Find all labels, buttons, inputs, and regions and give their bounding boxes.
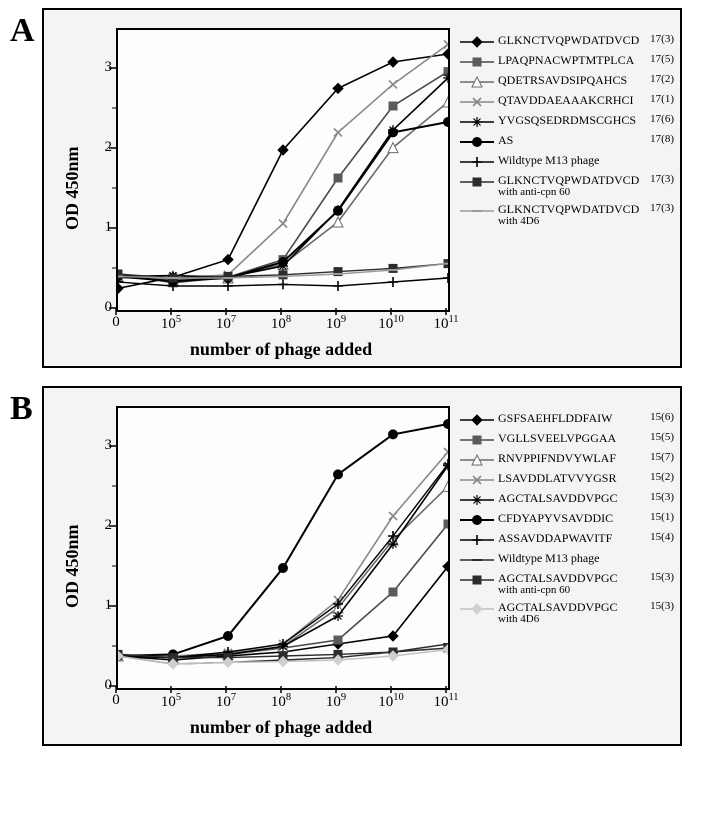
legend-item: GSFSAEHFLDDFAIW 15(6) xyxy=(460,412,674,427)
legend-label: QDETRSAVDSIPQAHCS xyxy=(498,74,627,87)
legend-item: GLKNCTVQPWDATDVCD 17(3) xyxy=(460,34,674,49)
legend-swatch xyxy=(460,115,494,129)
legend-item: QTAVDDAEAAAKCRHCI 17(1) xyxy=(460,94,674,109)
legend-code: 17(3) xyxy=(650,174,674,187)
legend-label: AGCTALSAVDDVPGC xyxy=(498,492,618,505)
legend-label: ASSAVDDAPWAVITF xyxy=(498,532,612,545)
legend-swatch xyxy=(460,573,494,587)
panel-box: OD 450nmnumber of phage added01230105107… xyxy=(42,8,682,368)
legend-subline: with anti-cpn 60 xyxy=(498,585,674,597)
legend-item: AS 17(8) xyxy=(460,134,674,149)
legend-item: YVGSQSEDRDMSCGHCS 17(6) xyxy=(460,114,674,129)
legend-code: 17(1) xyxy=(650,94,674,107)
legend-swatch xyxy=(460,204,494,218)
legend-item: LSAVDDLATVVYGSR 15(2) xyxy=(460,472,674,487)
legend-label: LSAVDDLATVVYGSR xyxy=(498,472,616,485)
legend: GSFSAEHFLDDFAIW 15(6) VGLLSVEELVPGGAA 15(5)… xyxy=(460,412,674,630)
panel-B: BOD 450nmnumber of phage added0123010510… xyxy=(10,386,694,746)
legend-code: 15(3) xyxy=(650,492,674,505)
legend-swatch xyxy=(460,433,494,447)
legend-swatch xyxy=(460,473,494,487)
legend-label: GLKNCTVQPWDATDVCD xyxy=(498,203,639,216)
legend-label: GSFSAEHFLDDFAIW xyxy=(498,412,612,425)
legend-item: AGCTALSAVDDVPGC 15(3) xyxy=(460,492,674,507)
legend-label: VGLLSVEELVPGGAA xyxy=(498,432,616,445)
legend-swatch xyxy=(460,175,494,189)
panel-A: AOD 450nmnumber of phage added0123010510… xyxy=(10,8,694,368)
legend-swatch xyxy=(460,533,494,547)
legend-swatch xyxy=(460,35,494,49)
legend-swatch xyxy=(460,493,494,507)
legend-swatch xyxy=(460,413,494,427)
legend-code: 17(5) xyxy=(650,54,674,67)
legend-code: 15(5) xyxy=(650,432,674,445)
panel-letter: B xyxy=(10,386,42,428)
legend-item: AGCTALSAVDDVPGC 15(3)with 4D6 xyxy=(460,601,674,625)
panel-letter: A xyxy=(10,8,42,50)
legend-swatch xyxy=(460,135,494,149)
legend-item: AGCTALSAVDDVPGC 15(3)with anti-cpn 60 xyxy=(460,572,674,596)
legend-item: RNVPPIFNDVYWLAF 15(7) xyxy=(460,452,674,467)
legend-label: Wildtype M13 phage xyxy=(498,552,600,565)
panel-box: OD 450nmnumber of phage added01230105107… xyxy=(42,386,682,746)
legend-subline: with 4D6 xyxy=(498,614,674,626)
legend-code: 15(1) xyxy=(650,512,674,525)
legend-subline: with anti-cpn 60 xyxy=(498,187,674,199)
legend-item: LPAQPNACWPTMTPLCA 17(5) xyxy=(460,54,674,69)
figure: AOD 450nmnumber of phage added0123010510… xyxy=(0,0,704,774)
legend-code: 15(6) xyxy=(650,412,674,425)
legend-label: GLKNCTVQPWDATDVCD xyxy=(498,174,639,187)
legend-item: VGLLSVEELVPGGAA 15(5) xyxy=(460,432,674,447)
legend-code: 17(3) xyxy=(650,34,674,47)
legend-code: 17(3) xyxy=(650,203,674,216)
legend-item: GLKNCTVQPWDATDVCD 17(3)with anti-cpn 60 xyxy=(460,174,674,198)
legend-swatch xyxy=(460,55,494,69)
legend-code: 17(8) xyxy=(650,134,674,147)
legend-item: GLKNCTVQPWDATDVCD 17(3)with 4D6 xyxy=(460,203,674,227)
legend-swatch xyxy=(460,155,494,169)
legend-item: Wildtype M13 phage xyxy=(460,154,674,169)
legend-code: 17(6) xyxy=(650,114,674,127)
legend-code: 17(2) xyxy=(650,74,674,87)
legend-swatch xyxy=(460,75,494,89)
legend-item: QDETRSAVDSIPQAHCS 17(2) xyxy=(460,74,674,89)
legend-label: AGCTALSAVDDVPGC xyxy=(498,572,618,585)
legend-label: Wildtype M13 phage xyxy=(498,154,600,167)
legend-item: CFDYAPYVSAVDDIC 15(1) xyxy=(460,512,674,527)
legend-label: RNVPPIFNDVYWLAF xyxy=(498,452,616,465)
legend-code: 15(3) xyxy=(650,572,674,585)
legend-code: 15(7) xyxy=(650,452,674,465)
legend-swatch xyxy=(460,453,494,467)
legend-swatch xyxy=(460,553,494,567)
legend-swatch xyxy=(460,602,494,616)
legend-swatch xyxy=(460,513,494,527)
legend-label: YVGSQSEDRDMSCGHCS xyxy=(498,114,636,127)
legend-label: QTAVDDAEAAAKCRHCI xyxy=(498,94,634,107)
legend-label: AGCTALSAVDDVPGC xyxy=(498,601,618,614)
legend-code: 15(4) xyxy=(650,532,674,545)
legend-swatch xyxy=(460,95,494,109)
legend: GLKNCTVQPWDATDVCD 17(3) LPAQPNACWPTMTPLCA 1… xyxy=(460,34,674,232)
legend-subline: with 4D6 xyxy=(498,216,674,228)
legend-item: ASSAVDDAPWAVITF 15(4) xyxy=(460,532,674,547)
legend-label: GLKNCTVQPWDATDVCD xyxy=(498,34,639,47)
legend-item: Wildtype M13 phage xyxy=(460,552,674,567)
legend-label: AS xyxy=(498,134,513,147)
legend-label: CFDYAPYVSAVDDIC xyxy=(498,512,613,525)
legend-code: 15(3) xyxy=(650,601,674,614)
legend-label: LPAQPNACWPTMTPLCA xyxy=(498,54,634,67)
legend-code: 15(2) xyxy=(650,472,674,485)
